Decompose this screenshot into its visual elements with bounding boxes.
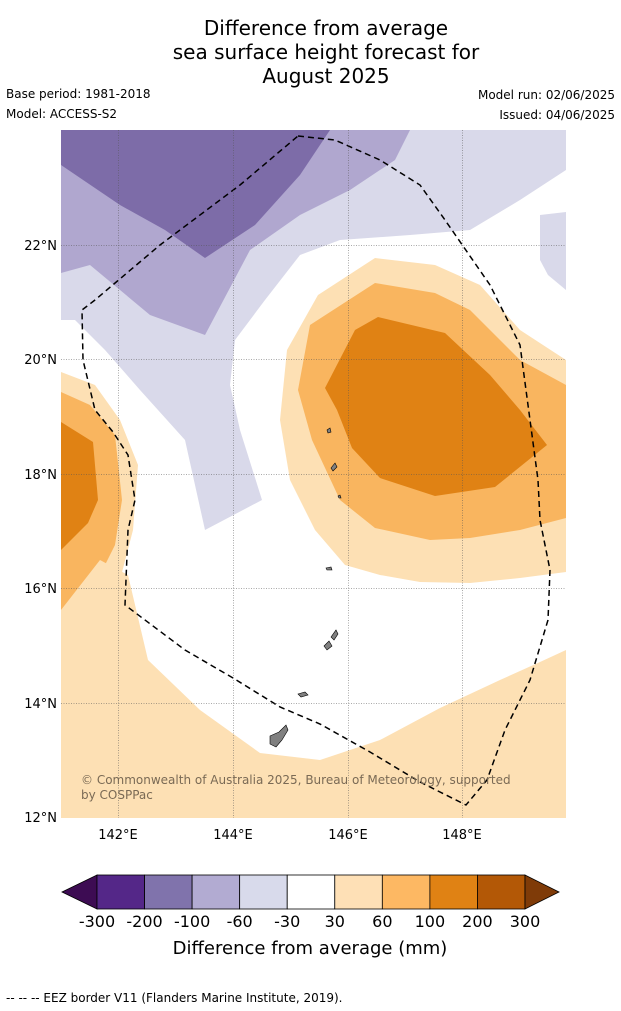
contour-orange-light-south [61,560,566,818]
model-text: Model: ACCESS-S2 [6,107,118,121]
colorbar-tick-label: -200 [126,912,162,931]
lon-label-146e: 146°E [328,828,368,843]
chart-title: Difference from average sea surface heig… [0,16,621,88]
colorbar-title: Difference from average (mm) [173,938,448,959]
island-maug [337,494,342,499]
island-rota [297,691,309,698]
eez-footnote: -- -- -- EEZ border V11 (Flanders Marine… [6,991,343,1005]
colorbar-segment [96,874,145,910]
colorbar-extend-high [524,874,560,910]
colorbar-tick-label: -300 [79,912,115,931]
colorbar-segment [144,874,193,910]
colorbar-extend-low [61,874,98,910]
island-agrihan [326,427,332,434]
lat-label-14n: 14°N [24,697,57,712]
lat-label-20n: 20°N [24,353,57,368]
colorbar-segment [477,874,526,910]
lat-label-22n: 22°N [24,239,57,254]
copyright-line-2: by COSPPac [81,788,153,802]
colorbar-segment [381,874,431,910]
grid-lines [61,130,566,818]
title-line-1: Difference from average [203,16,449,40]
eez-border [81,135,551,806]
colorbar-tick-label: -60 [227,912,253,931]
contour-orange-dark-east [325,317,547,496]
colorbar-segment [429,874,478,910]
colorbar-tick-label: -100 [174,912,210,931]
sea-level-map: © Commonwealth of Australia 2025, Bureau… [24,130,566,843]
issued-text: Issued: 04/06/2025 [499,108,615,122]
colorbar-tick-label: 300 [510,912,541,931]
colorbar-segment [286,874,336,910]
lon-label-144e: 144°E [213,828,253,843]
colorbar-segments [61,874,560,910]
colorbar-tick-label: -30 [274,912,300,931]
axis-labels: 22°N 20°N 18°N 16°N 14°N 12°N 142°E 144°… [24,239,482,843]
colorbar-tick-label: 100 [415,912,446,931]
copyright-line-1: © Commonwealth of Australia 2025, Bureau… [81,773,511,787]
lon-label-148e: 148°E [442,828,482,843]
base-period-text: Base period: 1981-2018 [6,87,151,101]
island-tinian-saipan [323,629,339,651]
colorbar-tick-label: 200 [462,912,493,931]
model-run-text: Model run: 02/06/2025 [477,88,615,102]
contour-purple-dark [61,130,330,258]
lon-label-142e: 142°E [98,828,138,843]
colorbar-tick-label: 60 [372,912,392,931]
colorbar-segment [191,874,241,910]
contour-layer [61,130,566,818]
contour-orange-dark-west [61,422,98,550]
lat-label-16n: 16°N [24,582,57,597]
title-line-3: August 2025 [262,64,390,88]
colorbar-segment [239,874,288,910]
lat-label-18n: 18°N [24,468,57,483]
contour-purple-light-east [540,212,566,290]
islands [269,427,342,748]
island-anatahan [325,566,333,571]
colorbar: -300 -200 -100 -60 -30 30 60 100 200 300 Differen… [61,874,560,959]
colorbar-segment [334,874,383,910]
island-guam [269,724,289,748]
colorbar-tick-label: 30 [325,912,345,931]
colorbar-tick-labels: -300 -200 -100 -60 -30 30 60 100 200 300 [79,912,540,931]
island-pagan [330,462,338,472]
title-line-2: sea surface height forecast for [172,40,480,64]
lat-label-12n: 12°N [24,811,57,826]
